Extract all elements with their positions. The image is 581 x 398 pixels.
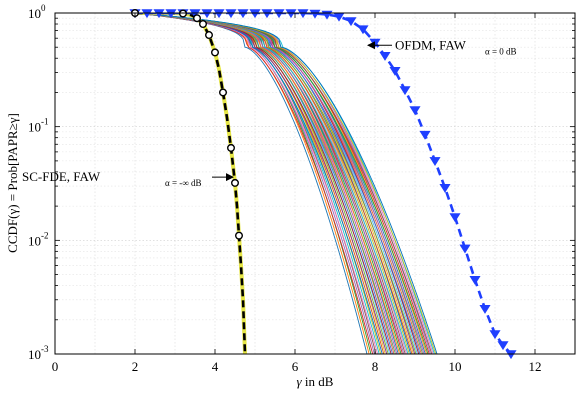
y-tick-label-exponent: -3 [41,344,49,354]
ofdm-label-subscript: α = 0 dB [485,46,517,56]
x-tick-label: 4 [212,359,219,374]
family-curve [134,13,438,354]
ofdm-marker [409,106,421,116]
y-tick-label: 10 [28,120,41,135]
ofdm-marker [345,17,357,27]
sc-fde-label: SC-FDE, FAW [22,169,101,184]
sc-fde-marker [198,20,207,29]
x-tick-label: 2 [132,359,139,374]
ofdm-marker [309,9,321,19]
ofdm-marker [429,157,441,166]
plot-background [55,13,575,354]
ofdm-marker [489,330,501,340]
ofdm-label: OFDM, FAW [395,37,467,52]
y-tick-label: 10 [28,6,41,21]
ofdm-marker [479,305,491,314]
x-tick-label: 6 [292,359,299,374]
ofdm-marker [357,25,369,35]
curve-family [134,13,438,354]
x-tick-label: 12 [529,359,542,374]
ofdm-marker [419,130,431,140]
ofdm-marker [497,341,509,351]
ofdm-marker [389,67,401,76]
sc-fde-marker [204,31,213,40]
ticks [54,12,575,355]
sc-fde-marker [218,88,227,97]
sc-fde-marker [210,48,219,57]
ofdm-marker [439,184,451,193]
x-axis-label: γ in dB [297,374,334,389]
x-tick-label: 0 [52,359,59,374]
ofdm-marker [449,213,461,223]
plot-frame [54,12,576,355]
annotations: OFDM, FAW α = 0 dB SC-FDE, FAW α = -∞ dB [22,37,517,188]
y-axis-label: CCDF(γ) = Prob[PAPR≥γ] [5,113,20,253]
y-tick-label: 10 [28,233,41,248]
sc-fde-marker [230,178,239,187]
ofdm-marker [459,244,471,254]
ofdm-marker [379,52,391,61]
y-tick-label-exponent: 0 [41,3,46,13]
x-tick-label: 8 [372,359,379,374]
sc-fde-marker [192,14,201,23]
ofdm-marker [469,276,481,285]
sc-fde-label-subscript: α = -∞ dB [165,178,201,188]
ofdm-marker [399,86,411,96]
x-tick-labels: 0 2 4 6 8 10 12 [52,359,542,374]
sc-fde-marker [234,231,243,240]
y-tick-label: 10 [28,347,41,362]
y-tick-label-exponent: -1 [41,117,49,127]
y-tick-label-exponent: -2 [41,230,49,240]
x-tick-label: 10 [449,359,462,374]
sc-fde-marker [226,143,235,152]
